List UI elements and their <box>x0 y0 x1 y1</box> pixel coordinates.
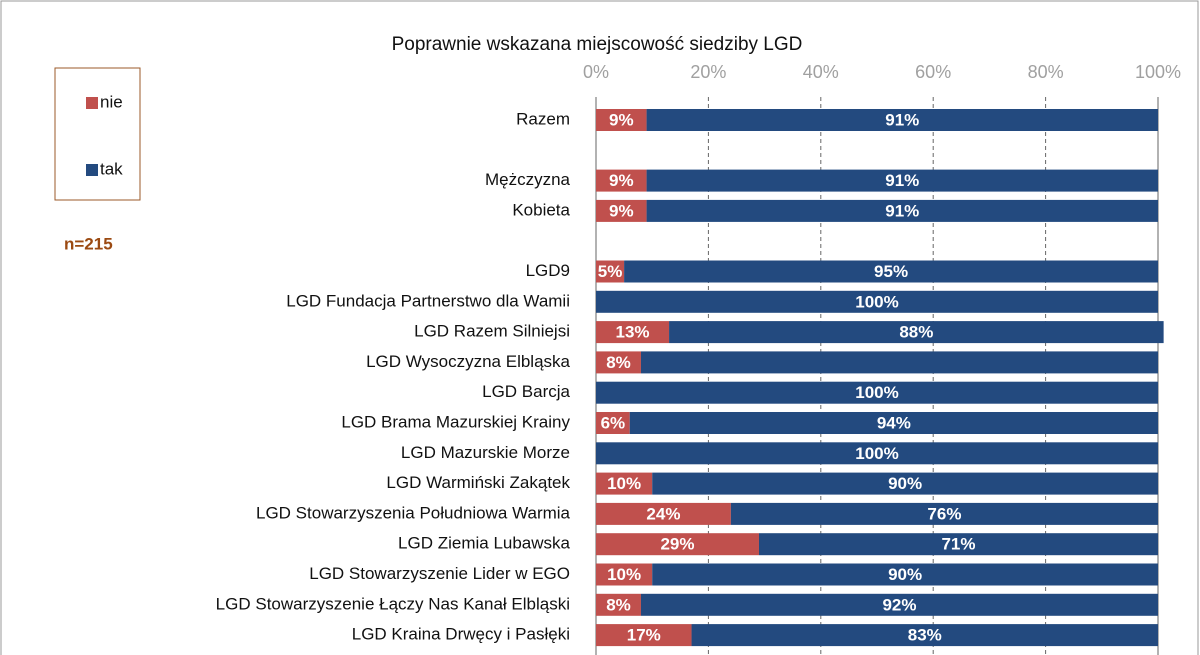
bar-segment <box>646 109 1158 131</box>
data-label: 10% <box>607 474 641 493</box>
bar-segment <box>652 472 1158 495</box>
bar-segment <box>596 502 731 525</box>
data-label: 100% <box>855 444 898 463</box>
data-label: 9% <box>609 201 634 220</box>
bar-segment <box>596 563 653 586</box>
legend-swatch <box>86 164 98 176</box>
bar-segment <box>646 199 1158 222</box>
legend-label: tak <box>100 159 123 178</box>
data-label: 24% <box>646 504 680 523</box>
y-tick-label: LGD Stowarzyszenia Południowa Warmia <box>256 503 571 522</box>
legend-box <box>54 67 141 201</box>
data-label: 17% <box>627 626 661 645</box>
bar-segment <box>596 472 653 495</box>
y-tick-label: LGD9 <box>526 261 570 280</box>
bar-segment <box>596 199 647 222</box>
y-tick-label: LGD Razem Silniejsi <box>414 322 570 341</box>
data-label: 91% <box>885 171 919 190</box>
bar-segment <box>596 533 759 556</box>
y-tick-label: LGD Stowarzyszenie Łączy Nas Kanał Elblą… <box>216 594 570 613</box>
x-tick-label: 40% <box>803 62 839 82</box>
bar-segment <box>646 169 1158 192</box>
bar-segment <box>596 321 670 344</box>
annotation: n=215 <box>64 234 113 253</box>
bar-segment <box>669 321 1164 344</box>
bar-segment <box>596 351 641 374</box>
data-label: 5% <box>598 262 623 281</box>
y-tick-label: LGD Barcja <box>482 382 570 401</box>
bar-segment <box>596 109 647 131</box>
data-label: 90% <box>888 565 922 584</box>
y-tick-label: LGD Kraina Drwęcy i Pasłęki <box>352 625 570 644</box>
bar-segment <box>640 593 1158 616</box>
y-tick-label: Razem <box>516 109 570 128</box>
x-tick-label: 100% <box>1135 62 1181 82</box>
data-label: 13% <box>616 323 650 342</box>
bar-segment <box>596 593 641 616</box>
data-label: 88% <box>899 323 933 342</box>
y-tick-label: LGD Stowarzyszenie Lider w EGO <box>309 564 570 583</box>
bar-segment <box>624 260 1158 283</box>
y-tick-label: LGD Wysoczyzna Elbląska <box>366 352 570 371</box>
bar-segment <box>758 533 1158 556</box>
bar-segment <box>652 563 1158 586</box>
data-label: 92% <box>882 595 916 614</box>
bar-segment <box>596 442 1158 465</box>
data-label: 91% <box>885 201 919 220</box>
data-label: 76% <box>927 504 961 523</box>
data-label: 95% <box>874 262 908 281</box>
data-label: 90% <box>888 474 922 493</box>
bar-segment <box>596 260 625 283</box>
x-tick-label: 60% <box>915 62 951 82</box>
data-label: 8% <box>606 595 631 614</box>
bar-segment <box>596 169 647 192</box>
data-label: 10% <box>607 565 641 584</box>
y-tick-label: LGD Mazurskie Morze <box>401 443 570 462</box>
legend-label: nie <box>100 92 123 111</box>
x-tick-label: 80% <box>1028 62 1064 82</box>
data-label: 9% <box>609 171 634 190</box>
data-label: 100% <box>855 292 898 311</box>
data-label: 100% <box>855 383 898 402</box>
x-tick-label: 0% <box>583 62 609 82</box>
bar-segment <box>596 412 630 434</box>
data-label: 71% <box>941 535 975 554</box>
y-tick-label: Mężczyzna <box>485 170 571 189</box>
data-label: 83% <box>908 626 942 645</box>
bar-segment <box>629 412 1158 434</box>
y-tick-label: LGD Fundacja Partnerstwo dla Wamii <box>286 291 570 310</box>
bar-segment <box>640 351 1158 374</box>
y-tick-label: LGD Warmiński Zakątek <box>386 473 570 492</box>
bar-segment <box>596 290 1158 313</box>
data-label: 6% <box>601 413 626 432</box>
data-label: 29% <box>660 535 694 554</box>
bar-segment <box>691 624 1158 647</box>
x-tick-label: 20% <box>690 62 726 82</box>
data-label: 8% <box>606 353 631 372</box>
bar-segment <box>596 381 1158 404</box>
legend-swatch <box>86 97 98 109</box>
y-tick-label: LGD Ziemia Lubawska <box>398 534 571 553</box>
bar-segment <box>596 624 692 647</box>
bar-segment <box>730 502 1158 525</box>
y-tick-label: LGD Brama Mazurskiej Krainy <box>341 412 570 431</box>
y-tick-label: Kobieta <box>512 200 570 219</box>
data-label: 94% <box>877 413 911 432</box>
data-label: 9% <box>609 110 634 129</box>
data-label: 91% <box>885 110 919 129</box>
chart-title: Poprawnie wskazana miejscowość siedziby … <box>392 34 803 55</box>
